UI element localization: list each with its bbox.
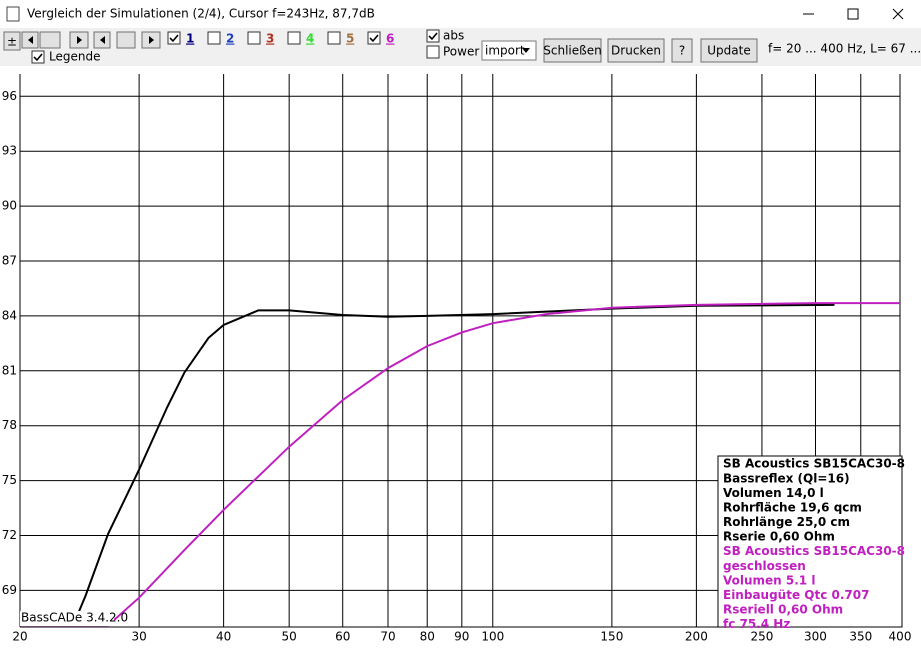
power-label: Power (443, 45, 479, 59)
plus-minus-button[interactable] (3, 31, 21, 51)
y-tick-label: 90 (2, 199, 17, 213)
button-label: Schließen (543, 44, 601, 58)
series-toggle-label: 1 (186, 32, 194, 46)
checkbox[interactable] (287, 31, 301, 45)
legend-detail: geschlossen (723, 559, 806, 573)
legend-detail: fc 75.4 Hz (723, 617, 790, 631)
x-tick-label: 90 (454, 630, 469, 644)
checkbox[interactable] (426, 45, 440, 59)
legend-detail: Volumen 5.1 l (723, 574, 815, 588)
x-tick-label: 400 (889, 630, 912, 644)
x-tick-label: 20 (12, 630, 27, 644)
checkbox[interactable] (207, 31, 221, 45)
series-toggle-label: 3 (266, 32, 274, 46)
nav-arrow (149, 36, 154, 44)
nav-arrow (100, 36, 105, 44)
checkbox[interactable] (31, 50, 45, 64)
x-tick-label: 100 (481, 630, 504, 644)
nav-button[interactable] (39, 31, 61, 49)
close[interactable] (892, 8, 904, 20)
title-bar (0, 0, 921, 28)
response-curve (73, 303, 835, 622)
nav-arrow (77, 36, 82, 44)
y-tick-label: 75 (2, 473, 17, 487)
x-tick-label: 80 (420, 630, 435, 644)
plot: 69 72 75 78 81 84 87 90 93 96 20 30 40 50 60 70 80 90 100 1… (2, 74, 912, 644)
legend-detail: Rohrfläche 19,6 qcm (723, 501, 862, 515)
select-arrow (522, 48, 530, 53)
series-toggle-label: 6 (386, 32, 394, 46)
legend-detail: Bassreflex (Ql=16) (723, 472, 850, 486)
watermark-bg (20, 611, 114, 626)
x-tick-label: 40 (216, 630, 231, 644)
y-tick-label: 72 (2, 528, 17, 542)
range-info: f= 20 ... 400 Hz, L= 67 ... 97 dB (768, 42, 921, 56)
window-title: Vergleich der Simulationen (2/4), Cursor… (27, 7, 375, 21)
nav-button[interactable] (116, 31, 136, 49)
y-tick-label: 84 (2, 308, 17, 322)
checkbox[interactable] (327, 31, 341, 45)
legend-detail: Rseriell 0,60 Ohm (723, 603, 843, 617)
legend (717, 455, 903, 628)
legend-title: SB Acoustics SB15CAC30-8 (723, 544, 905, 558)
legend-detail: Einbaugüte Qtc 0.707 (723, 588, 869, 602)
x-tick-label: 350 (849, 630, 872, 644)
toolbar: ± import f= 20 ... 400 Hz, L= 67 ... 97 … (3, 31, 921, 61)
checkbox[interactable] (247, 31, 261, 45)
checkmark (428, 32, 438, 41)
button[interactable] (607, 38, 665, 63)
legend-detail: Rohrlänge 25,0 cm (723, 515, 850, 529)
x-tick-label: 70 (380, 630, 395, 644)
x-tick-label: 150 (600, 630, 623, 644)
button[interactable] (700, 38, 758, 63)
x-tick-label: 200 (685, 630, 708, 644)
legend-toggle-label: Legende (49, 50, 100, 64)
plus-minus-label: ± (7, 35, 17, 49)
watermark: BassCADe 3.4.2.0 (21, 611, 128, 625)
import-select-value: import (485, 44, 525, 58)
y-tick-label: 81 (2, 363, 17, 377)
y-tick-label: 78 (2, 418, 17, 432)
y-tick-label: 69 (2, 583, 17, 597)
legend-detail: Rserie 0,60 Ohm (723, 530, 835, 544)
x-tick-label: 30 (131, 630, 146, 644)
y-tick-label: 87 (2, 254, 17, 268)
x-tick-label: 250 (750, 630, 773, 644)
legend-detail: Volumen 14,0 l (723, 486, 824, 500)
import-select[interactable] (481, 40, 537, 61)
checkbox[interactable] (367, 31, 381, 45)
y-tick-label: 93 (2, 144, 17, 158)
button-label: Update (707, 44, 750, 58)
series-toggle-label: 5 (346, 32, 354, 46)
y-tick-label: 96 (2, 89, 17, 103)
button-label: ? (679, 44, 685, 58)
legend-title: SB Acoustics SB15CAC30-8 (723, 457, 905, 471)
maximize[interactable] (847, 8, 859, 20)
button[interactable] (671, 38, 693, 63)
button[interactable] (543, 38, 602, 63)
app-icon (6, 6, 20, 22)
x-tick-label: 60 (335, 630, 350, 644)
series-toggle-label: 4 (306, 32, 314, 46)
checkmark (169, 34, 179, 43)
x-tick-label: 300 (804, 630, 827, 644)
response-curve (20, 302, 900, 627)
series-toggle-label: 2 (226, 32, 234, 46)
nav-arrow (28, 36, 33, 44)
x-tick-label: 50 (282, 630, 297, 644)
checkmark (369, 34, 379, 43)
abs-label: abs (443, 29, 464, 43)
checkbox[interactable] (167, 31, 181, 45)
button-label: Drucken (611, 44, 661, 58)
checkbox[interactable] (426, 29, 440, 43)
checkmark (33, 53, 43, 62)
